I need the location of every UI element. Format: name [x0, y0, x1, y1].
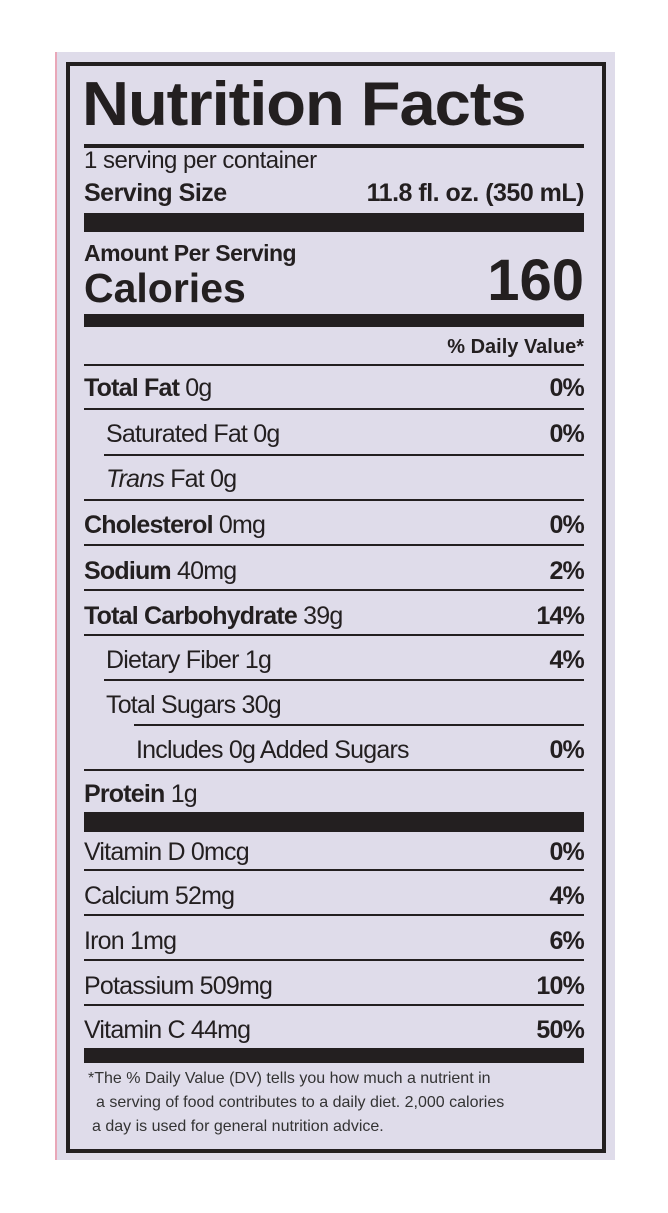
divider [84, 408, 584, 410]
dv-cholesterol: 0% [549, 511, 584, 539]
dv-saturated-fat: 0% [549, 420, 584, 448]
divider [134, 724, 584, 726]
nutrient-total-carbohydrate: Total Carbohydrate 39g [84, 602, 343, 630]
dv-sodium: 2% [549, 557, 584, 585]
divider [84, 1004, 584, 1006]
dv-total-fat: 0% [549, 374, 584, 402]
thick-divider [84, 314, 584, 327]
dv-vitamin-c: 50% [536, 1016, 584, 1044]
potassium: Potassium 509mg [84, 972, 273, 1000]
footnote-line-3: a day is used for general nutrition advi… [92, 1118, 384, 1135]
serving-size-label: Serving Size [84, 179, 227, 207]
amount-per-serving: Amount Per Serving [84, 240, 297, 266]
iron: Iron 1mg [84, 927, 177, 955]
dv-dietary-fiber: 4% [549, 646, 584, 674]
dv-vitamin-d: 0% [549, 838, 584, 866]
divider [104, 679, 584, 681]
nutrient-protein: Protein 1g [84, 780, 198, 808]
nutrient-dietary-fiber: Dietary Fiber 1g [106, 646, 272, 674]
vitamin-d: Vitamin D 0mcg [84, 838, 250, 866]
dv-added-sugars: 0% [549, 736, 584, 764]
divider [84, 589, 584, 591]
divider [84, 634, 584, 636]
thick-divider [84, 213, 584, 232]
vitamin-c: Vitamin C 44mg [84, 1016, 251, 1044]
thick-divider [84, 1048, 584, 1063]
divider [84, 144, 584, 148]
nutrition-facts-border [66, 62, 606, 1153]
divider [84, 769, 584, 771]
divider [84, 499, 584, 501]
divider [84, 959, 584, 961]
calcium: Calcium 52mg [84, 882, 235, 910]
thick-divider [84, 812, 584, 832]
divider [84, 914, 584, 916]
divider [104, 454, 584, 456]
nutrient-total-fat: Total Fat 0g [84, 374, 212, 402]
servings-per-container: 1 serving per container [84, 147, 317, 174]
footnote-line-1: *The % Daily Value (DV) tells you how mu… [88, 1070, 491, 1087]
calories-value: 160 [487, 248, 584, 313]
calories-label: Calories [84, 265, 246, 311]
dv-calcium: 4% [549, 882, 584, 910]
label-background [55, 52, 615, 1160]
nutrient-cholesterol: Cholesterol 0mg [84, 511, 266, 539]
divider [84, 544, 584, 546]
footnote-line-2: a serving of food contributes to a daily… [96, 1094, 505, 1111]
dv-potassium: 10% [536, 972, 584, 1000]
dv-total-carbohydrate: 14% [536, 602, 584, 630]
divider [84, 364, 584, 366]
daily-value-header: % Daily Value* [447, 336, 584, 358]
label-title: Nutrition Facts [82, 70, 527, 139]
nutrient-saturated-fat: Saturated Fat 0g [106, 420, 280, 448]
nutrient-total-sugars: Total Sugars 30g [106, 691, 282, 719]
divider [84, 869, 584, 871]
serving-size-value: 11.8 fl. oz. (350 mL) [366, 179, 585, 207]
nutrient-added-sugars: Includes 0g Added Sugars [136, 736, 409, 764]
dv-iron: 6% [549, 927, 584, 955]
nutrient-trans-fat: Trans Fat 0g [106, 465, 237, 493]
nutrient-sodium: Sodium 40mg [84, 557, 237, 585]
